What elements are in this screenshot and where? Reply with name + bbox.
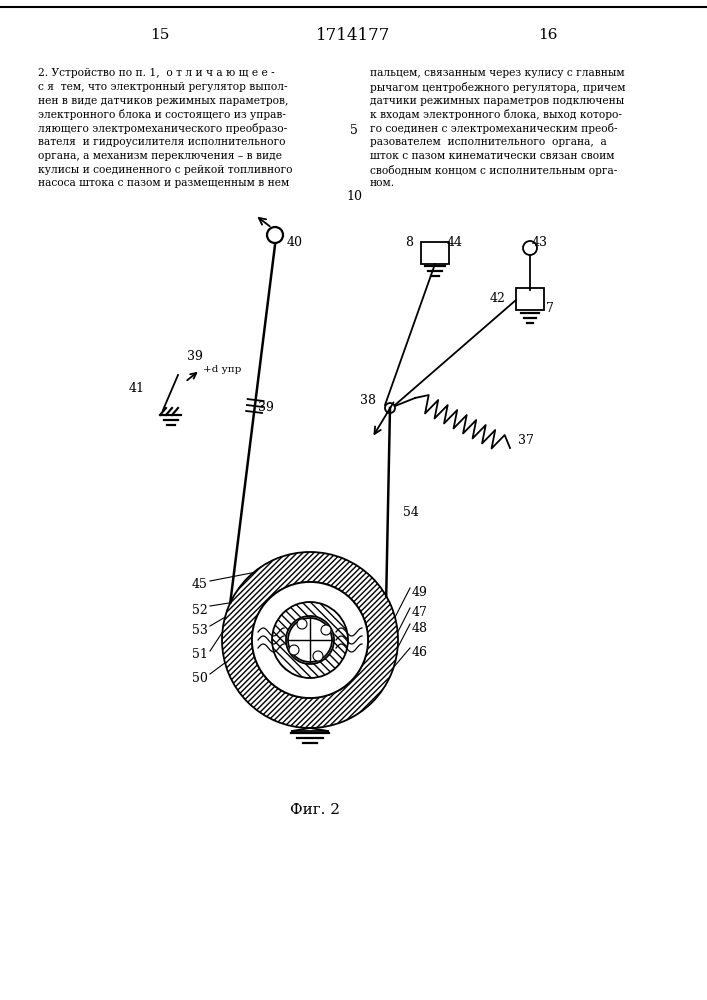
Text: ляющего электромеханического преобразо-: ляющего электромеханического преобразо- bbox=[38, 123, 287, 134]
Text: разователем  исполнительного  органа,  а: разователем исполнительного органа, а bbox=[370, 137, 607, 147]
Text: 47: 47 bbox=[412, 605, 428, 618]
Text: датчики режимных параметров подключены: датчики режимных параметров подключены bbox=[370, 96, 624, 106]
Text: 50: 50 bbox=[192, 672, 208, 684]
Text: 15: 15 bbox=[151, 28, 170, 42]
Text: шток с пазом кинематически связан своим: шток с пазом кинематически связан своим bbox=[370, 151, 614, 161]
Text: к входам электронного блока, выход которо-: к входам электронного блока, выход котор… bbox=[370, 109, 622, 120]
Text: свободным концом с исполнительным орга-: свободным концом с исполнительным орга- bbox=[370, 165, 617, 176]
Text: с я  тем, что электронный регулятор выпол-: с я тем, что электронный регулятор выпол… bbox=[38, 82, 288, 92]
Text: 54: 54 bbox=[403, 506, 419, 518]
Circle shape bbox=[321, 625, 331, 635]
Wedge shape bbox=[272, 602, 348, 678]
Bar bbox=[516, 288, 544, 310]
Circle shape bbox=[289, 645, 299, 655]
Bar bbox=[421, 242, 449, 264]
Circle shape bbox=[297, 619, 307, 629]
Text: 39: 39 bbox=[258, 401, 274, 414]
Text: 5: 5 bbox=[350, 123, 358, 136]
Text: +d упр: +d упр bbox=[203, 365, 241, 374]
Text: 10: 10 bbox=[346, 190, 362, 202]
Text: ном.: ном. bbox=[370, 178, 395, 188]
Circle shape bbox=[313, 651, 323, 661]
Text: вателя  и гидроусилителя исполнительного: вателя и гидроусилителя исполнительного bbox=[38, 137, 286, 147]
Wedge shape bbox=[222, 552, 398, 728]
Text: 41: 41 bbox=[129, 381, 145, 394]
Circle shape bbox=[288, 618, 332, 662]
Circle shape bbox=[385, 403, 395, 413]
Text: 16: 16 bbox=[538, 28, 558, 42]
Text: рычагом центробежного регулятора, причем: рычагом центробежного регулятора, причем bbox=[370, 82, 626, 93]
Text: нен в виде датчиков режимных параметров,: нен в виде датчиков режимных параметров, bbox=[38, 96, 288, 106]
Text: 45: 45 bbox=[192, 578, 208, 591]
Text: 8: 8 bbox=[405, 235, 413, 248]
Text: 46: 46 bbox=[412, 646, 428, 658]
Text: 38: 38 bbox=[360, 393, 376, 406]
Text: 7: 7 bbox=[546, 302, 554, 314]
Text: 42: 42 bbox=[489, 292, 505, 304]
Text: пальцем, связанным через кулису с главным: пальцем, связанным через кулису с главны… bbox=[370, 68, 624, 78]
Text: 49: 49 bbox=[412, 585, 428, 598]
Text: кулисы и соединенного с рейкой топливного: кулисы и соединенного с рейкой топливног… bbox=[38, 165, 293, 175]
Text: 39: 39 bbox=[187, 350, 203, 362]
Text: 43: 43 bbox=[532, 235, 548, 248]
Text: 1714177: 1714177 bbox=[316, 26, 390, 43]
Text: Фиг. 2: Фиг. 2 bbox=[290, 803, 340, 817]
Text: электронного блока и состоящего из управ-: электронного блока и состоящего из управ… bbox=[38, 109, 286, 120]
Text: 51: 51 bbox=[192, 648, 208, 662]
Text: 53: 53 bbox=[192, 624, 208, 637]
Text: 52: 52 bbox=[192, 603, 208, 616]
Text: го соединен с электромеханическим преоб-: го соединен с электромеханическим преоб- bbox=[370, 123, 618, 134]
Text: 44: 44 bbox=[447, 235, 463, 248]
Text: 37: 37 bbox=[518, 434, 534, 446]
Text: 48: 48 bbox=[412, 621, 428, 635]
Circle shape bbox=[252, 582, 368, 698]
Text: 2. Устройство по п. 1,  о т л и ч а ю щ е е -: 2. Устройство по п. 1, о т л и ч а ю щ е… bbox=[38, 68, 275, 78]
Text: 40: 40 bbox=[287, 235, 303, 248]
Text: насоса штока с пазом и размещенным в нем: насоса штока с пазом и размещенным в нем bbox=[38, 178, 289, 188]
Text: органа, а механизм переключения – в виде: органа, а механизм переключения – в виде bbox=[38, 151, 282, 161]
